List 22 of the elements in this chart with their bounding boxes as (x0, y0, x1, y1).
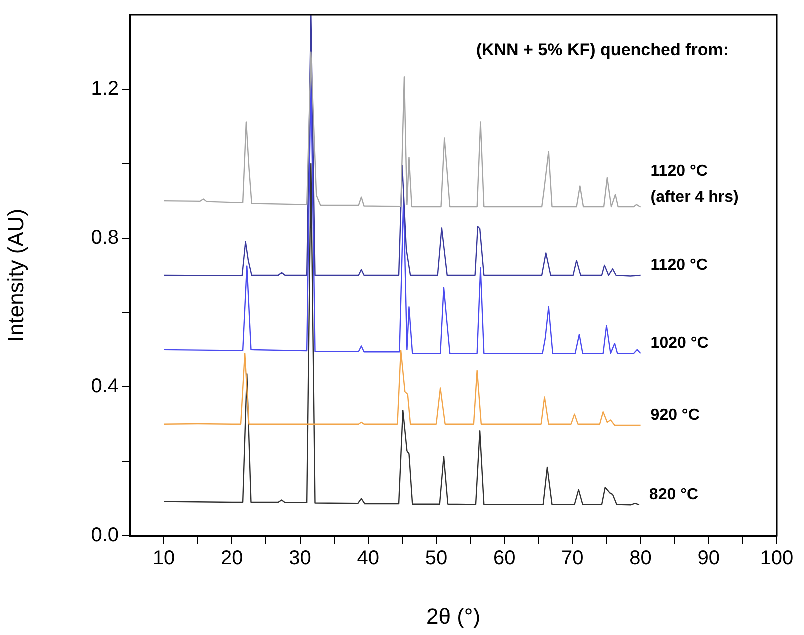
x-tick-label: 60 (493, 548, 516, 570)
x-tick-label: 100 (760, 548, 794, 570)
y-tick-label: 0.4 (91, 376, 119, 398)
series-label: 820 °C (649, 486, 699, 504)
x-axis-title: 2θ (°) (426, 604, 481, 629)
x-tick-label: 80 (630, 548, 652, 570)
annotation: (KNN + 5% KF) quenched from: (476, 40, 729, 60)
series-label: 1020 °C (650, 335, 710, 352)
series-label: 920 °C (650, 406, 700, 424)
x-tick-label: 40 (357, 548, 380, 570)
y-axis-title: Intensity (AU) (3, 208, 28, 342)
x-tick-label: 10 (152, 548, 176, 570)
x-tick-label: 20 (221, 548, 244, 570)
y-tick-label: 1.2 (91, 78, 119, 100)
y-tick-label: 0.0 (91, 524, 119, 547)
series-label: 1120 °C (650, 256, 708, 274)
x-tick-label: 90 (698, 548, 720, 570)
series-label: 1120 °C (after 4 hrs) (650, 162, 739, 206)
y-tick-label: 0.8 (91, 226, 119, 249)
x-tick-label: 50 (425, 548, 448, 570)
x-tick-label: 70 (562, 548, 584, 570)
x-tick-label: 30 (289, 548, 312, 570)
